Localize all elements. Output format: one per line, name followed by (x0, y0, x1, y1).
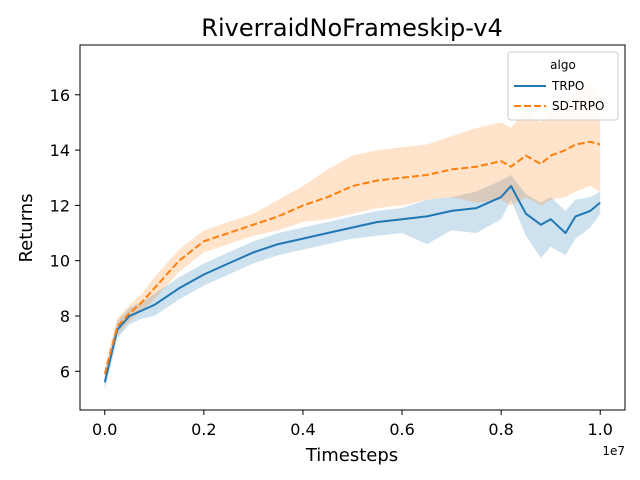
x-tick-label: 0.2 (191, 420, 216, 439)
x-offset-label: 1e7 (602, 444, 625, 458)
legend-box (507, 51, 619, 121)
confidence-bands (104, 80, 601, 391)
y-tick-label: 16 (50, 86, 70, 105)
plot-frame (79, 44, 626, 411)
y-tick-label: 14 (50, 141, 70, 160)
x-tick-label: 0.4 (290, 420, 315, 439)
series-lines (103, 140, 601, 383)
y-tick-label: 10 (50, 252, 70, 271)
x-tick-label: 0.6 (389, 420, 414, 439)
band-sd-trpo (104, 80, 601, 383)
y-axis-label: Returns (16, 193, 37, 262)
series-line-trpo (103, 185, 601, 383)
legend-label-trpo: TRPO (551, 79, 584, 93)
legend-title: algo (550, 58, 576, 72)
x-axis: 0.0 0.2 0.4 0.6 0.8 1.0 (92, 410, 613, 439)
series-line-sd-trpo (103, 140, 601, 375)
legend: algo TRPO SD-TRPO (507, 51, 619, 121)
y-tick-label: 12 (50, 196, 70, 215)
legend-label-sd-trpo: SD-TRPO (552, 99, 604, 113)
x-tick-label: 0.0 (92, 420, 117, 439)
chart-title: RiverraidNoFrameskip-v4 (201, 14, 502, 42)
x-tick-label: 1.0 (588, 420, 613, 439)
y-tick-label: 6 (60, 362, 70, 381)
band-trpo (104, 175, 601, 391)
x-tick-label: 0.8 (488, 420, 513, 439)
x-axis-label: Timesteps (305, 445, 398, 466)
y-axis: 6 8 10 12 14 16 (50, 86, 80, 381)
y-tick-label: 8 (60, 307, 70, 326)
